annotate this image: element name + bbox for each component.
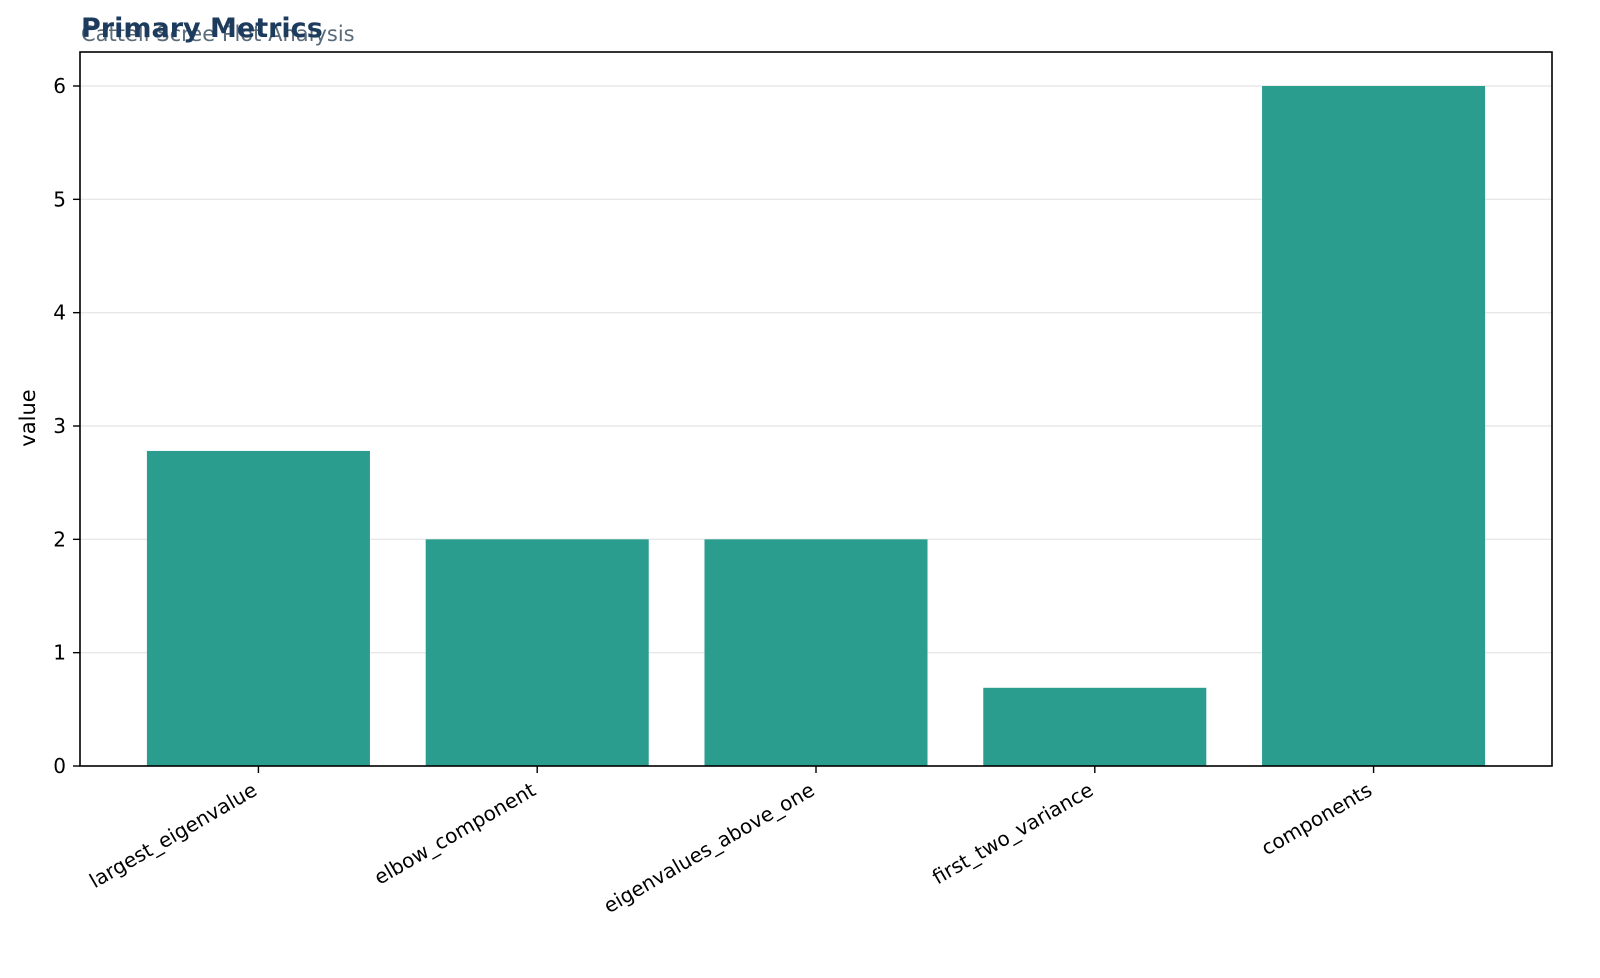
x-tick-label: eigenvalues_above_one: [599, 778, 818, 918]
y-axis-ticks: 0 1 2 3 4 5 6: [53, 74, 80, 778]
bar-first-two-variance: [983, 687, 1207, 766]
x-tick-label: components: [1257, 778, 1376, 861]
x-tick-label: largest_eigenvalue: [85, 778, 261, 893]
y-tick-label: 2: [53, 527, 66, 551]
chart-title: Primary Metrics: [81, 13, 323, 44]
y-tick-label: 6: [53, 74, 66, 98]
bar-elbow-component: [425, 539, 649, 766]
y-tick-label: 4: [53, 301, 66, 325]
chart-subtitle: Cattell Scree Plot Analysis: [81, 22, 355, 46]
x-tick-label: first_two_variance: [928, 778, 1097, 890]
y-tick-label: 0: [53, 754, 66, 778]
y-axis-label: value: [16, 389, 40, 446]
y-tick-label: 5: [53, 187, 66, 211]
y-tick-label: 3: [53, 414, 66, 438]
bar-largest-eigenvalue: [146, 450, 370, 766]
bar-components: [1262, 86, 1486, 766]
bars: [146, 86, 1486, 766]
y-tick-label: 1: [53, 641, 66, 665]
x-axis-ticks: largest_eigenvalue elbow_component eigenva…: [85, 766, 1376, 918]
bar-eigenvalues-above-one: [704, 539, 928, 766]
x-tick-label: elbow_component: [370, 777, 540, 889]
